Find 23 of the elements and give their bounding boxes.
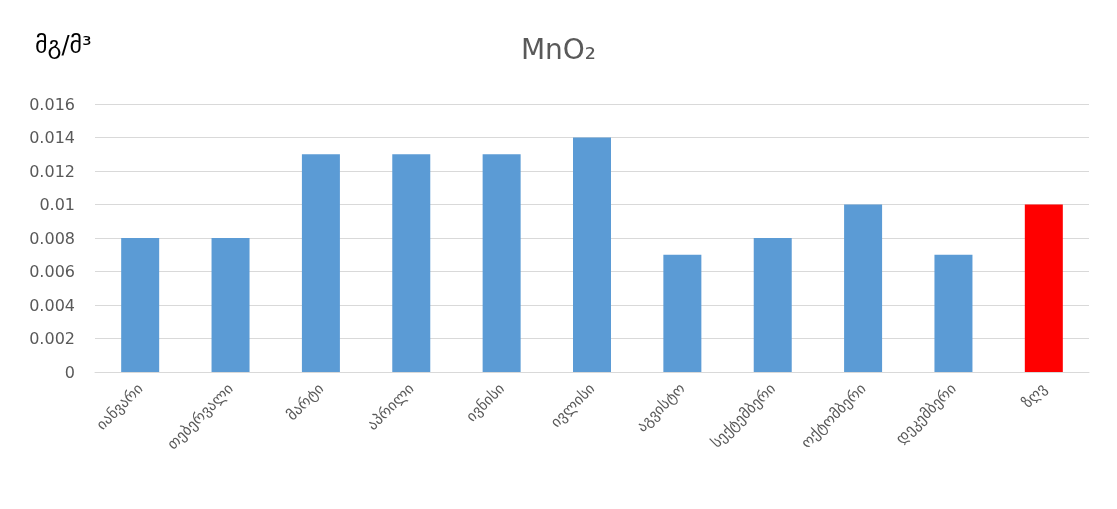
bar <box>573 137 611 372</box>
y-tick-label: 0.002 <box>29 329 75 348</box>
bar <box>663 254 702 372</box>
y-tick-label: 0.014 <box>29 128 75 147</box>
y-tick-label: 0 <box>64 362 75 382</box>
y-tick-label: 0.016 <box>29 94 75 114</box>
bar <box>211 238 250 372</box>
y-tick-label: 0.008 <box>29 228 75 248</box>
y-tick-label: 0.006 <box>29 262 75 281</box>
chart-title: MnO₂ <box>520 32 597 66</box>
y-axis-title: მგ/მ³ <box>35 31 92 59</box>
y-tick-label: 0.01 <box>39 195 75 214</box>
bar <box>844 204 883 372</box>
bar <box>934 254 973 372</box>
bar <box>1024 204 1063 372</box>
bar <box>121 238 160 372</box>
bar <box>301 154 340 372</box>
y-tick-label: 0.004 <box>29 295 75 315</box>
bar <box>753 238 792 372</box>
bar <box>392 154 431 372</box>
bar <box>482 154 521 372</box>
y-tick-label: 0.012 <box>29 161 75 181</box>
x-tick-label: ზღვ <box>1018 379 1051 412</box>
